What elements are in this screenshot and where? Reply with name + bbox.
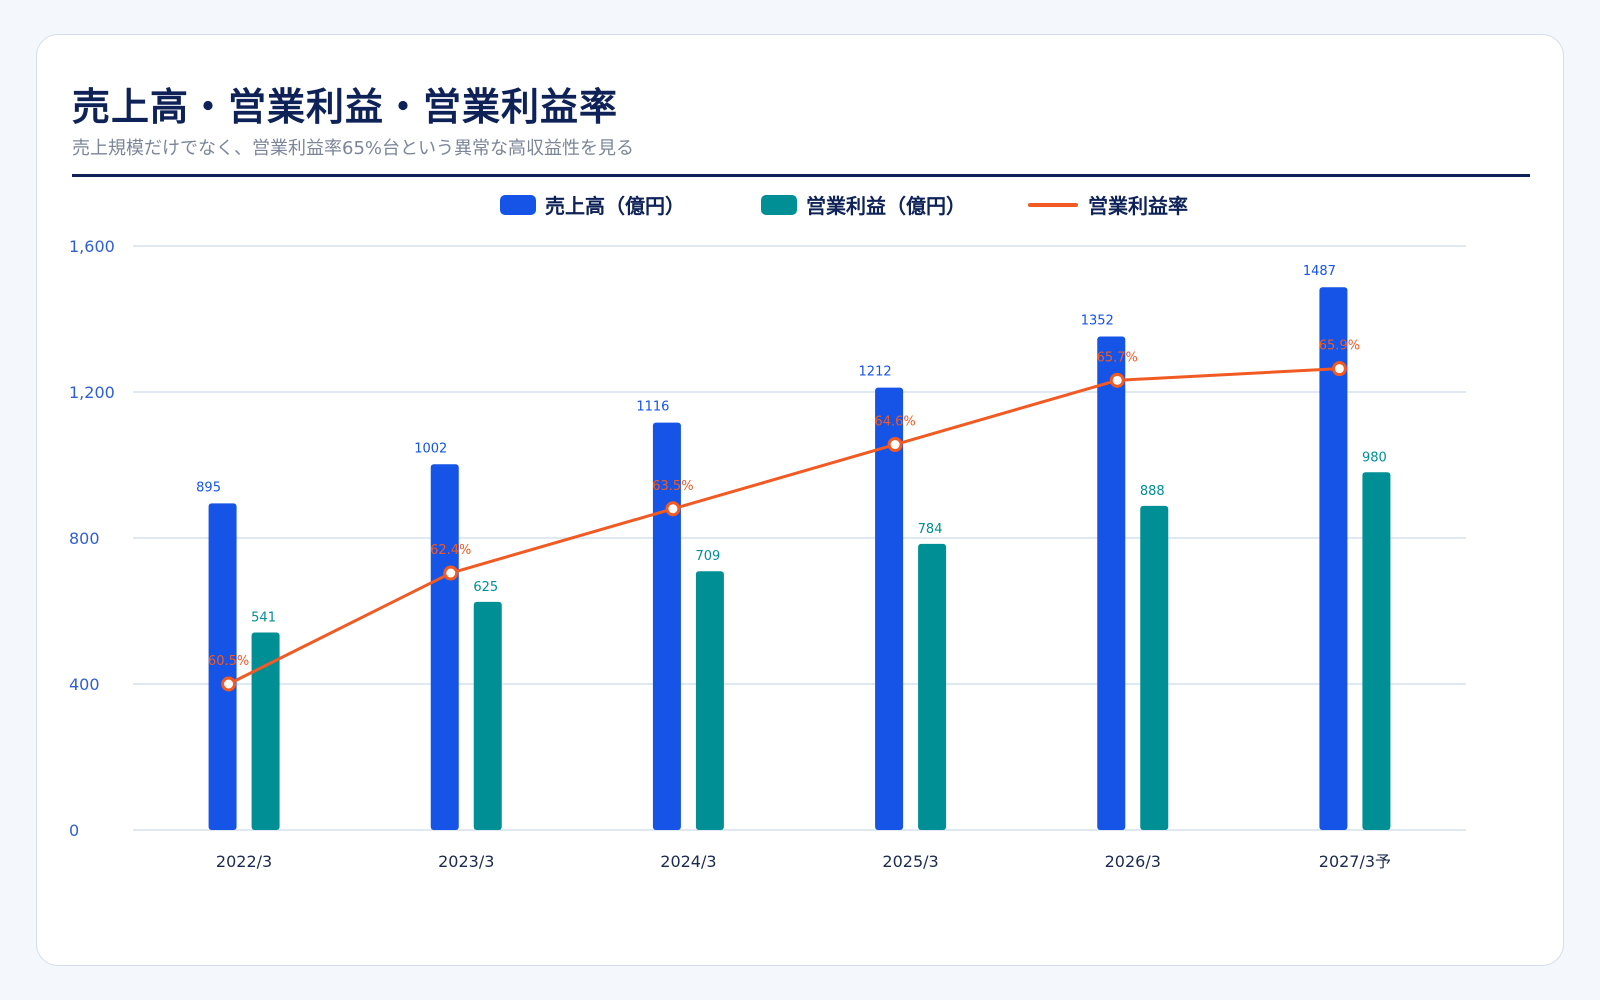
margin-point: [221, 676, 237, 692]
margin-point: [443, 565, 459, 581]
y-tick-label: 0: [69, 821, 79, 840]
x-tick-label: 2022/3: [216, 852, 272, 871]
y-tick-label: 1,200: [69, 383, 115, 402]
legend-swatch-profit: [761, 195, 797, 215]
margin-line: [227, 367, 1340, 686]
margin-value-label: 60.5%: [208, 654, 249, 669]
profit-value-label: 784: [918, 522, 943, 537]
sales-bar: [652, 422, 681, 830]
margin-point: [1331, 361, 1347, 377]
x-tick-label: 2027/3予: [1319, 852, 1391, 871]
profit-bar: [251, 632, 280, 830]
profit-bar: [695, 571, 724, 830]
title-divider: [72, 174, 1530, 177]
sales-value-label: 1212: [859, 365, 892, 380]
margin-point: [665, 501, 681, 517]
x-tick-label: 2025/3: [882, 852, 938, 871]
y-tick-label: 800: [69, 529, 100, 548]
sales-bar: [1097, 336, 1126, 830]
legend-label-sales: 売上高（億円）: [545, 194, 685, 218]
profit-bar: [1362, 472, 1391, 830]
sales-value-label: 895: [196, 480, 221, 495]
margin-value-label: 64.6%: [874, 415, 915, 430]
page-title: 売上高・営業利益・営業利益率: [72, 85, 619, 129]
margin-value-label: 65.7%: [1097, 350, 1138, 365]
margin-value-label: 63.5%: [652, 479, 693, 494]
margin-point: [1109, 372, 1125, 388]
profit-value-label: 888: [1140, 484, 1165, 499]
chart-grid: 0 400 800 1,200 1,600: [69, 237, 1466, 840]
sales-bar: [875, 387, 904, 830]
sales-value-label: 1487: [1303, 264, 1336, 279]
y-tick-label: 1,600: [69, 237, 115, 256]
legend-swatch-sales: [500, 195, 536, 215]
chart-bars: [208, 287, 1391, 830]
x-tick-label: 2024/3: [660, 852, 716, 871]
page-subtitle: 売上規模だけでなく、営業利益率65%台という異常な高収益性を見る: [72, 138, 635, 159]
profit-value-label: 541: [251, 611, 276, 626]
margin-value-label: 65.9%: [1319, 339, 1360, 354]
y-tick-label: 400: [69, 675, 100, 694]
chart-labels: 895 541 2022/3 1002 625 2023/3 1116 709 2024/3 12…: [196, 264, 1391, 871]
margin-point: [887, 437, 903, 453]
profit-value-label: 709: [696, 549, 721, 564]
profit-value-label: 625: [473, 580, 498, 595]
legend-label-profit: 営業利益（億円）: [806, 194, 966, 218]
profit-value-label: 980: [1362, 450, 1387, 465]
x-tick-label: 2026/3: [1105, 852, 1161, 871]
sales-bar: [430, 464, 459, 830]
sales-bar: [208, 503, 237, 830]
profit-bar: [918, 543, 947, 830]
sales-value-label: 1002: [414, 441, 447, 456]
margin-value-label: 62.4%: [430, 543, 471, 558]
x-tick-label: 2023/3: [438, 852, 494, 871]
chart-legend: 売上高（億円） 営業利益（億円） 営業利益率: [500, 194, 1188, 218]
chart-line: [221, 361, 1347, 692]
chart-card: [36, 34, 1564, 966]
legend-label-margin: 営業利益率: [1088, 194, 1188, 218]
sales-value-label: 1116: [636, 400, 669, 415]
profit-bar: [473, 601, 502, 830]
sales-bar: [1319, 287, 1348, 830]
sales-value-label: 1352: [1081, 314, 1114, 329]
profit-bar: [1140, 505, 1169, 830]
